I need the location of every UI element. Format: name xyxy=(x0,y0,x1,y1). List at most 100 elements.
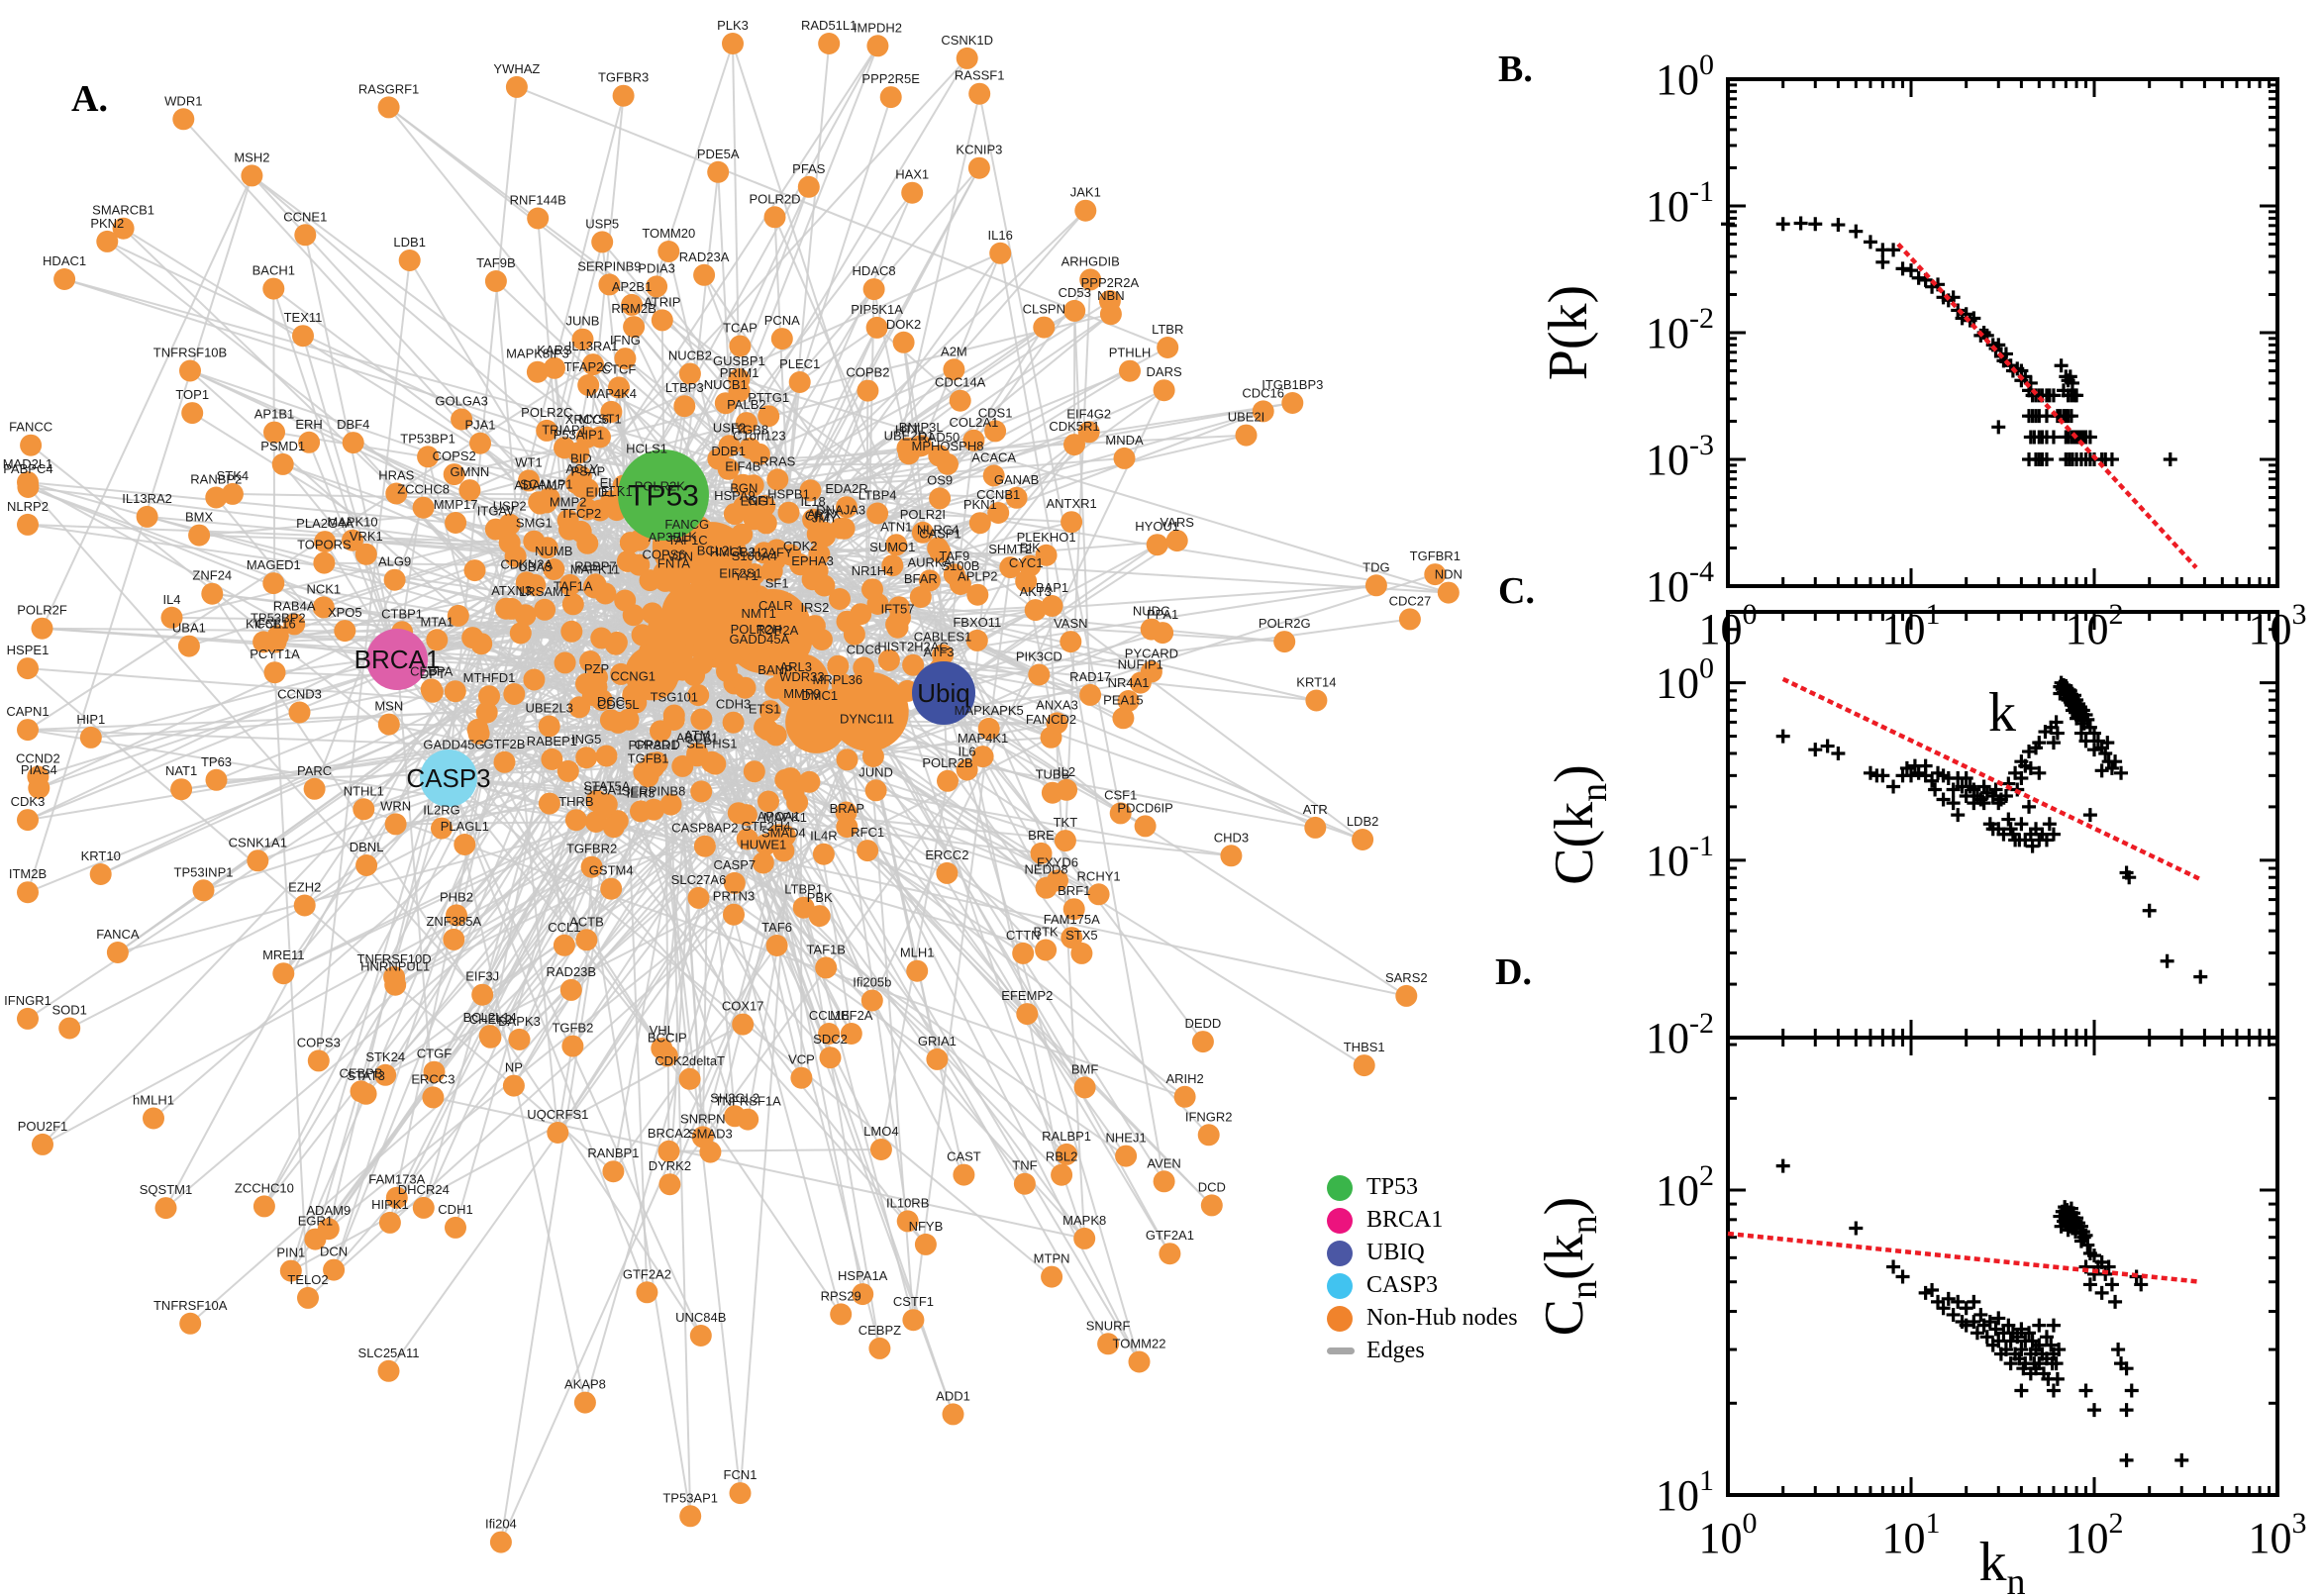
svg-text:TOP2A: TOP2A xyxy=(757,623,799,638)
svg-text:BRE: BRE xyxy=(1028,828,1055,843)
svg-text:STK24: STK24 xyxy=(365,1049,405,1064)
svg-text:TAF9B: TAF9B xyxy=(476,255,516,270)
svg-text:WDR1: WDR1 xyxy=(164,93,202,108)
svg-text:SUMO1: SUMO1 xyxy=(869,540,915,554)
svg-text:TEX11: TEX11 xyxy=(284,310,323,325)
svg-text:ARL3: ARL3 xyxy=(779,659,812,674)
svg-text:ADD1: ADD1 xyxy=(936,1388,970,1403)
svg-text:KRT10: KRT10 xyxy=(81,848,121,863)
y-axis-label: C(kn) xyxy=(1544,764,1615,885)
svg-text:WDR33: WDR33 xyxy=(779,669,825,684)
svg-text:SNURF: SNURF xyxy=(1086,1318,1131,1333)
svg-text:ACTB: ACTB xyxy=(569,914,604,929)
svg-text:TP53INP1: TP53INP1 xyxy=(174,864,234,879)
svg-text:PTHLH: PTHLH xyxy=(1109,346,1152,360)
svg-text:ABCB1: ABCB1 xyxy=(676,730,719,745)
svg-text:ENG: ENG xyxy=(741,493,768,508)
svg-text:SLC27A6: SLC27A6 xyxy=(671,872,727,887)
svg-text:DOK2: DOK2 xyxy=(886,317,921,332)
svg-text:LTBR: LTBR xyxy=(1152,322,1183,337)
svg-text:MEF2A: MEF2A xyxy=(830,1008,873,1023)
svg-text:YWHAZ: YWHAZ xyxy=(493,61,540,76)
svg-text:GFI1: GFI1 xyxy=(748,493,776,508)
svg-text:BNIP3L: BNIP3L xyxy=(899,420,944,435)
svg-text:DEDD: DEDD xyxy=(1184,1016,1221,1031)
svg-text:CCNB1: CCNB1 xyxy=(976,487,1020,502)
svg-text:GADD45A: GADD45A xyxy=(730,632,790,647)
svg-text:TFAP2C: TFAP2C xyxy=(564,359,613,374)
svg-text:NLRC4: NLRC4 xyxy=(917,523,960,538)
svg-text:CABLES1: CABLES1 xyxy=(914,630,972,645)
svg-text:NBN: NBN xyxy=(1097,288,1124,303)
svg-text:ADAM17: ADAM17 xyxy=(514,478,565,493)
svg-text:RCHY1: RCHY1 xyxy=(1077,868,1121,883)
svg-text:NUDC: NUDC xyxy=(1133,604,1170,619)
svg-text:SMAD3: SMAD3 xyxy=(688,1127,733,1142)
svg-text:BRCA2: BRCA2 xyxy=(648,1126,690,1141)
node-swatch-icon xyxy=(1327,1240,1353,1266)
svg-text:P53AIP1: P53AIP1 xyxy=(554,427,604,442)
svg-text:DCN: DCN xyxy=(320,1245,348,1259)
svg-text:MLH1: MLH1 xyxy=(900,946,935,960)
hub-node-brca1 xyxy=(366,629,428,690)
svg-text:CEBPB: CEBPB xyxy=(339,1065,382,1080)
svg-text:POLR2D: POLR2D xyxy=(749,191,800,206)
svg-text:SCAMP1: SCAMP1 xyxy=(520,476,572,491)
svg-text:RAD17: RAD17 xyxy=(1069,669,1111,684)
svg-text:SARS2: SARS2 xyxy=(1385,970,1428,985)
svg-text:MAP4K1: MAP4K1 xyxy=(958,731,1008,746)
legend-label: UBIQ xyxy=(1366,1240,1425,1265)
svg-text:JUND: JUND xyxy=(858,764,893,779)
svg-text:TGFBR2: TGFBR2 xyxy=(566,842,617,856)
svg-text:SHMT2: SHMT2 xyxy=(988,542,1032,556)
svg-text:TNF: TNF xyxy=(1012,1158,1037,1173)
svg-text:COL2A1: COL2A1 xyxy=(949,415,998,430)
svg-text:ZNF385A: ZNF385A xyxy=(426,914,481,929)
svg-text:DBNL: DBNL xyxy=(350,840,384,854)
svg-text:PBK: PBK xyxy=(807,890,833,905)
svg-text:SMARCB1: SMARCB1 xyxy=(92,203,154,218)
svg-text:CCNE1: CCNE1 xyxy=(283,209,327,224)
svg-text:MTHFD1: MTHFD1 xyxy=(463,670,516,685)
svg-text:MRE11: MRE11 xyxy=(262,948,304,962)
svg-text:FNTA: FNTA xyxy=(657,555,690,570)
svg-text:IL2: IL2 xyxy=(1058,764,1075,779)
x-tick-label: 103 xyxy=(2249,1507,2307,1562)
svg-text:THRB: THRB xyxy=(558,794,593,809)
svg-text:AKT3: AKT3 xyxy=(1019,584,1052,599)
svg-text:LDB2: LDB2 xyxy=(1347,814,1379,829)
legend-label: CASP3 xyxy=(1366,1272,1439,1298)
svg-text:IL13RA1: IL13RA1 xyxy=(568,339,619,353)
svg-text:ATXN3: ATXN3 xyxy=(491,583,532,598)
y-axis-label: P(k) xyxy=(1538,285,1599,380)
svg-text:PTTG1: PTTG1 xyxy=(748,390,789,405)
svg-text:MAPK8IP3: MAPK8IP3 xyxy=(506,347,569,361)
svg-text:JUNB: JUNB xyxy=(566,314,600,329)
svg-text:DAPK3: DAPK3 xyxy=(498,1014,541,1029)
svg-text:LTBP1: LTBP1 xyxy=(784,882,823,897)
svg-text:MMP2: MMP2 xyxy=(550,494,587,509)
svg-text:CDC16: CDC16 xyxy=(1242,385,1284,400)
svg-text:ARIH2: ARIH2 xyxy=(1165,1071,1203,1086)
svg-text:LTBP4: LTBP4 xyxy=(858,488,897,503)
svg-text:IFNGR1: IFNGR1 xyxy=(4,993,51,1008)
svg-text:FANCG: FANCG xyxy=(664,517,709,532)
svg-text:SQSTM1: SQSTM1 xyxy=(140,1182,192,1197)
svg-text:NUMB: NUMB xyxy=(535,544,572,558)
svg-text:EFEMP2: EFEMP2 xyxy=(1001,988,1053,1003)
svg-text:TGFB2: TGFB2 xyxy=(552,1021,593,1036)
svg-text:ATF3: ATF3 xyxy=(924,645,955,659)
svg-text:NEDD8: NEDD8 xyxy=(1025,862,1068,877)
svg-text:S100B: S100B xyxy=(941,558,979,573)
svg-text:PDE5A: PDE5A xyxy=(697,147,740,161)
svg-text:EID1: EID1 xyxy=(586,485,615,500)
svg-text:TGFBR3: TGFBR3 xyxy=(598,70,649,85)
svg-text:PARC: PARC xyxy=(297,763,332,778)
svg-text:PLEC1: PLEC1 xyxy=(779,356,820,371)
svg-text:FXYD6: FXYD6 xyxy=(1037,854,1078,869)
svg-text:STAT5A: STAT5A xyxy=(583,778,631,793)
svg-text:ING5: ING5 xyxy=(571,732,601,747)
svg-text:HIPK1: HIPK1 xyxy=(371,1197,409,1212)
legend-item-casp3: CASP3 xyxy=(1327,1269,1624,1302)
svg-text:PRIM1: PRIM1 xyxy=(720,365,759,380)
